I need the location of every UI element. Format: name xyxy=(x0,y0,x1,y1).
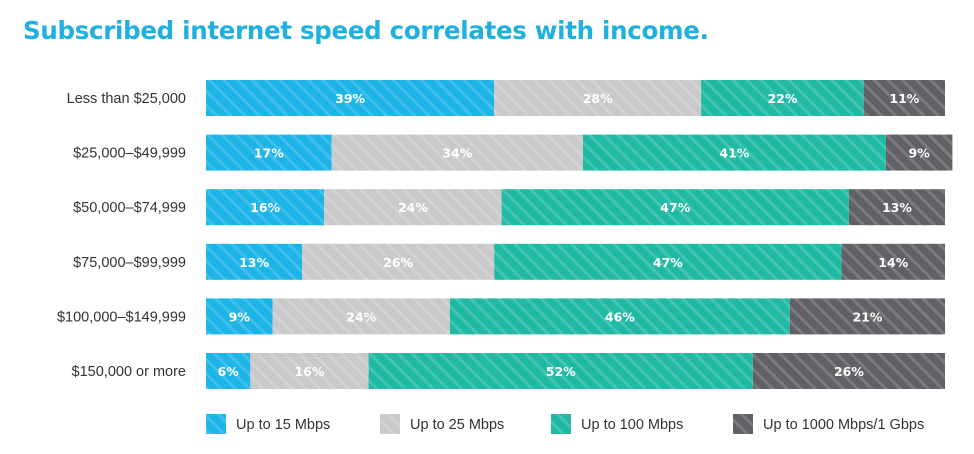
data-label: 26% xyxy=(834,364,864,379)
bar-segment-up-to-15-mbps xyxy=(206,298,273,335)
bar-segment-up-to-1000-mbps-1-gbps xyxy=(848,189,945,226)
bar-segment-up-to-25-mbps xyxy=(331,134,583,171)
legend-swatch xyxy=(733,414,753,434)
data-label: 9% xyxy=(909,146,931,161)
legend-item-up-to-15-mbps: Up to 15 Mbps xyxy=(206,414,330,434)
category-labels: Less than $25,000 $25,000–$49,999 $50,000–… xyxy=(57,91,186,380)
bar-segment-up-to-1000-mbps-1-gbps xyxy=(841,243,945,280)
legend-item-up-to-1000-mbps-1-gbps: Up to 1000 Mbps/1 Gbps xyxy=(733,414,924,434)
data-label: 16% xyxy=(294,364,324,379)
bar-segment-up-to-1000-mbps-1-gbps xyxy=(789,298,945,335)
data-label: 47% xyxy=(660,200,690,215)
bar-segment-up-to-25-mbps xyxy=(324,189,502,226)
bar-segment-up-to-25-mbps xyxy=(302,243,495,280)
data-label: 46% xyxy=(605,309,635,324)
data-label: 13% xyxy=(239,255,269,270)
bar-segment-up-to-25-mbps xyxy=(272,298,450,335)
data-label: 41% xyxy=(719,146,749,161)
data-label: 52% xyxy=(546,364,576,379)
legend: Up to 15 Mbps Up to 25 Mbps Up to 100 Mbps… xyxy=(206,414,924,434)
data-label: 26% xyxy=(383,255,413,270)
data-label: 16% xyxy=(250,200,280,215)
data-label: 39% xyxy=(335,91,365,106)
bar-segment-up-to-25-mbps xyxy=(250,353,369,389)
legend-label: Up to 100 Mbps xyxy=(581,417,683,433)
legend-label: Up to 25 Mbps xyxy=(410,417,504,433)
data-label: 21% xyxy=(852,309,882,324)
data-label: 9% xyxy=(229,309,251,324)
bar-segment-up-to-1000-mbps-1-gbps xyxy=(752,353,945,389)
category-label: $50,000–$74,999 xyxy=(73,200,186,216)
data-label: 34% xyxy=(442,146,472,161)
data-label: 11% xyxy=(889,91,919,106)
chart-title: Subscribed internet speed correlates wit… xyxy=(23,16,709,45)
category-label: $25,000–$49,999 xyxy=(73,146,186,162)
data-label: 24% xyxy=(398,200,428,215)
legend-item-up-to-100-mbps: Up to 100 Mbps xyxy=(551,414,683,434)
bars: 39% 28% 22% 11% 17% 34% 41% 9% 16% 24% 47% 13% 13% 26… xyxy=(206,80,953,389)
legend-label: Up to 15 Mbps xyxy=(236,417,330,433)
data-label: 6% xyxy=(218,364,240,379)
data-label: 17% xyxy=(254,146,284,161)
data-label: 28% xyxy=(583,91,613,106)
bar-segment-up-to-15-mbps xyxy=(206,134,332,171)
bar-segment-up-to-100-mbps xyxy=(701,80,864,116)
data-label: 47% xyxy=(653,255,683,270)
data-label: 24% xyxy=(346,309,376,324)
bar-segment-up-to-15-mbps xyxy=(206,243,303,280)
bar-segment-up-to-100-mbps xyxy=(368,353,753,389)
bar-segment-up-to-15-mbps xyxy=(206,80,495,116)
legend-swatch xyxy=(380,414,400,434)
data-label: 22% xyxy=(767,91,797,106)
category-label: $75,000–$99,999 xyxy=(73,255,186,271)
category-label: $100,000–$149,999 xyxy=(57,309,186,325)
category-label: $150,000 or more xyxy=(72,364,186,380)
bar-segment-up-to-100-mbps xyxy=(449,298,790,335)
bar-segment-up-to-25-mbps xyxy=(494,80,702,116)
bar-segment-up-to-100-mbps xyxy=(582,134,886,171)
bar-segment-up-to-1000-mbps-1-gbps xyxy=(885,134,953,171)
legend-swatch xyxy=(551,414,571,434)
category-label: Less than $25,000 xyxy=(67,91,186,107)
bar-segment-up-to-100-mbps xyxy=(501,189,849,226)
bar-segment-up-to-15-mbps xyxy=(206,189,325,226)
legend-item-up-to-25-mbps: Up to 25 Mbps xyxy=(380,414,504,434)
bar-segment-up-to-15-mbps xyxy=(206,353,251,389)
bar-segment-up-to-100-mbps xyxy=(494,243,842,280)
legend-swatch xyxy=(206,414,226,434)
data-label: 14% xyxy=(878,255,908,270)
data-label: 13% xyxy=(882,200,912,215)
legend-label: Up to 1000 Mbps/1 Gbps xyxy=(763,417,924,433)
bar-segment-up-to-1000-mbps-1-gbps xyxy=(863,80,945,116)
